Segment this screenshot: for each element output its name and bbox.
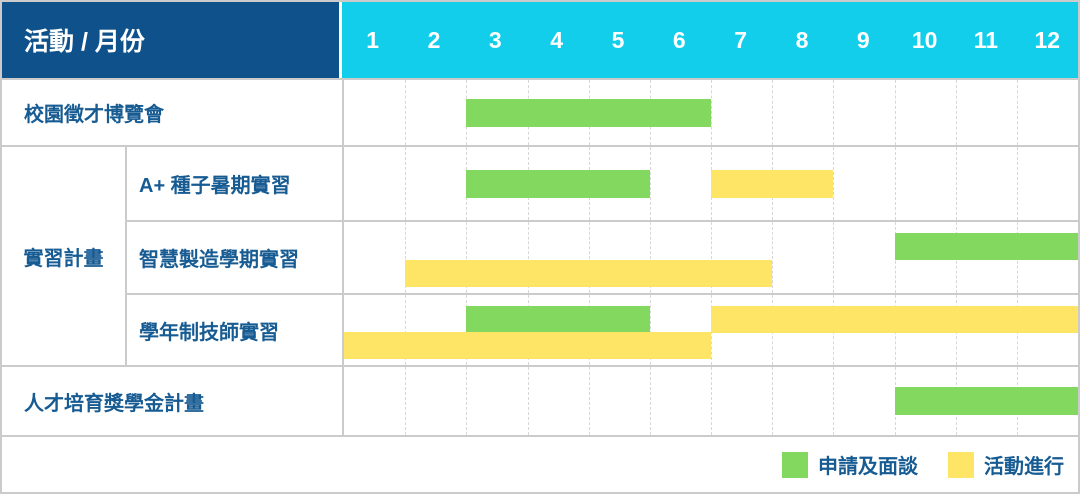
month-grid-line xyxy=(772,222,774,293)
month-grid-line xyxy=(894,147,896,220)
legend-label: 申請及面談 xyxy=(818,456,918,478)
group-label-internship-program: 實習計畫 xyxy=(2,147,127,367)
month-label: 6 xyxy=(672,26,686,53)
month-grid-line xyxy=(955,80,957,145)
row-label: 學年制技師實習 xyxy=(127,295,342,367)
month-grid-line xyxy=(588,367,590,435)
gantt-bar-yellow xyxy=(405,260,773,287)
month-label: 5 xyxy=(611,26,625,53)
gantt-bar-yellow xyxy=(344,332,711,359)
month-grid-line xyxy=(588,222,590,293)
legend-label: 活動進行 xyxy=(984,456,1064,478)
month-grid-line xyxy=(833,147,835,220)
month-grid-line xyxy=(405,295,407,365)
month-label: 8 xyxy=(795,26,809,53)
month-grid-line xyxy=(772,80,774,145)
month-grid-line xyxy=(1016,80,1018,145)
month-grid-line xyxy=(833,80,835,145)
month-grid-line xyxy=(527,367,529,435)
month-grid-line xyxy=(955,147,957,220)
legend-item-activity-ongoing: 活動進行 xyxy=(948,450,1064,479)
row-chart xyxy=(342,80,1078,147)
month-grid-line xyxy=(711,222,712,293)
month-grid-line xyxy=(527,222,529,293)
month-label: 12 xyxy=(1034,26,1061,53)
gantt-bar-yellow xyxy=(711,169,834,198)
month-grid-line xyxy=(405,367,407,435)
month-grid-line xyxy=(649,367,651,435)
month-grid-line xyxy=(649,222,651,293)
month-grid-line xyxy=(405,222,407,293)
row-label: A+ 種子暑期實習 xyxy=(127,147,342,222)
month-label: 3 xyxy=(488,26,502,53)
row-chart xyxy=(342,147,1078,222)
row-label: 智慧製造學期實習 xyxy=(127,222,342,295)
month-grid-line xyxy=(466,367,468,435)
legend: 申請及面談 活動進行 xyxy=(2,437,1078,492)
legend-swatch-yellow xyxy=(948,451,974,478)
row-chart xyxy=(342,367,1078,437)
month-grid-line xyxy=(649,295,651,365)
row-label: 校園徵才博覽會 xyxy=(2,80,342,147)
month-label: 2 xyxy=(427,26,441,53)
legend-swatch-green xyxy=(782,451,808,478)
month-grid-line xyxy=(772,367,774,435)
gantt-body: 實習計畫 校園徵才博覽會 A+ 種子暑期實習 智慧製造學期實習 學年制技師實習 人才培育獎… xyxy=(2,80,1078,437)
gantt-bar-green xyxy=(466,169,650,198)
row-label: 人才培育獎學金計畫 xyxy=(2,367,342,437)
table-header: 活動 / 月份 1 2 3 4 5 6 7 8 9 10 11 12 xyxy=(2,2,1078,80)
gantt-bar-green xyxy=(466,98,711,127)
row-chart xyxy=(342,222,1078,295)
gantt-bar-yellow xyxy=(711,306,1078,333)
month-label: 10 xyxy=(911,26,938,53)
month-grid-line xyxy=(405,80,407,145)
month-grid-line xyxy=(405,147,407,220)
month-label: 4 xyxy=(550,26,564,53)
month-label: 9 xyxy=(856,26,870,53)
month-grid-line xyxy=(466,222,468,293)
month-grid-line xyxy=(894,80,896,145)
gantt-bar-green xyxy=(466,306,650,333)
month-grid-line xyxy=(833,222,835,293)
month-grid-line xyxy=(1016,147,1018,220)
month-header: 1 2 3 4 5 6 7 8 9 10 11 12 xyxy=(342,2,1078,78)
gantt-bar-green xyxy=(894,387,1078,415)
month-label: 1 xyxy=(366,26,380,53)
legend-item-application-interview: 申請及面談 xyxy=(782,450,918,479)
month-grid-line xyxy=(833,367,835,435)
month-grid-line xyxy=(711,367,712,435)
activity-month-header: 活動 / 月份 xyxy=(2,2,342,78)
row-chart xyxy=(342,295,1078,367)
gantt-bar-green xyxy=(894,233,1078,260)
month-grid-line xyxy=(711,80,712,145)
month-grid-line xyxy=(649,147,651,220)
month-label: 11 xyxy=(973,26,999,53)
month-label: 7 xyxy=(734,26,748,53)
